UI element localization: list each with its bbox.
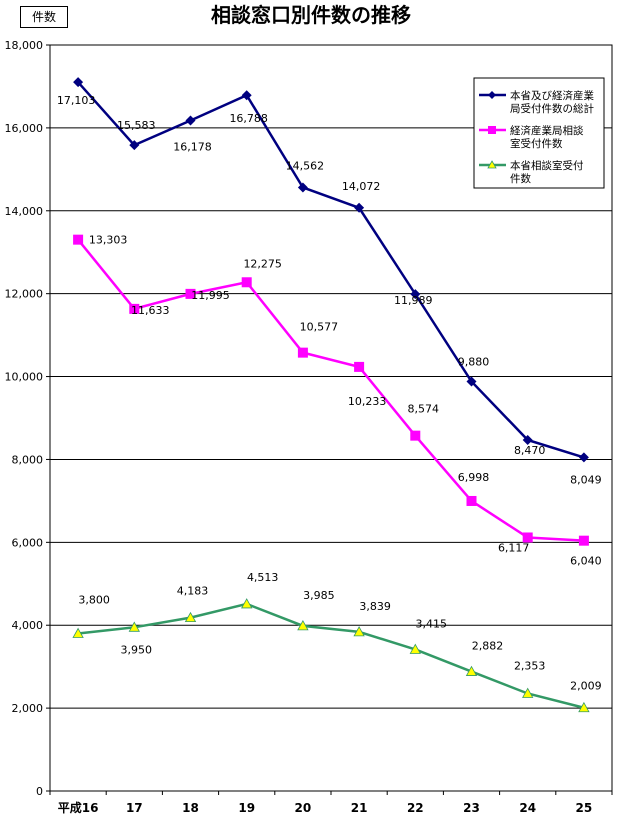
x-tick-label: 23 [463, 801, 480, 815]
legend-marker [488, 91, 496, 99]
data-point [354, 361, 365, 372]
y-tick-label: 2,000 [12, 702, 44, 715]
data-label: 16,788 [229, 112, 268, 125]
y-tick-label: 10,000 [5, 371, 44, 384]
data-label: 6,040 [570, 555, 602, 568]
data-label: 11,995 [191, 289, 230, 302]
data-point [353, 626, 365, 637]
y-tick-label: 0 [36, 785, 43, 798]
data-label: 4,513 [247, 571, 279, 584]
y-tick-label: 14,000 [5, 205, 44, 218]
y-tick-label: 4,000 [12, 619, 44, 632]
data-label: 13,303 [89, 234, 128, 247]
data-point [410, 430, 421, 441]
data-label: 3,839 [359, 600, 391, 613]
x-tick-label: 22 [407, 801, 424, 815]
data-point [522, 532, 533, 543]
series-line [77, 602, 585, 709]
data-label: 2,882 [472, 640, 504, 653]
data-label: 17,103 [57, 94, 96, 107]
x-tick-label: 17 [126, 801, 143, 815]
data-label: 11,989 [394, 294, 433, 307]
data-point [354, 202, 365, 213]
data-point [466, 376, 477, 387]
data-label: 3,950 [121, 643, 153, 656]
data-point [522, 434, 533, 445]
legend-label: 本省相談室受付 [510, 159, 584, 172]
data-point [73, 234, 84, 245]
series-line [77, 238, 584, 542]
data-point [297, 347, 308, 358]
data-point [72, 627, 84, 638]
legend-marker [487, 160, 497, 169]
series-line [77, 81, 585, 459]
data-point [297, 620, 309, 631]
data-point [578, 452, 589, 463]
data-label: 10,233 [348, 395, 387, 408]
data-label: 3,985 [303, 589, 335, 602]
data-label: 16,178 [173, 141, 212, 154]
x-tick-label: 19 [238, 801, 255, 815]
data-label: 8,574 [408, 403, 440, 416]
x-tick-label: 平成16 [58, 800, 99, 815]
data-label: 3,800 [78, 594, 110, 607]
x-tick-label: 18 [182, 801, 199, 815]
data-label: 8,049 [570, 473, 602, 486]
legend-label: 局受付件数の総計 [510, 102, 594, 115]
data-point [184, 611, 197, 623]
data-label: 14,562 [286, 159, 325, 172]
data-point [578, 701, 590, 713]
data-point [185, 115, 196, 126]
data-label: 6,998 [458, 471, 490, 484]
data-label: 2,009 [570, 680, 602, 693]
y-tick-label: 16,000 [5, 122, 44, 135]
data-label: 14,072 [342, 180, 381, 193]
data-label: 15,583 [117, 119, 156, 132]
data-label: 8,470 [514, 444, 546, 457]
data-label: 11,633 [131, 304, 170, 317]
data-point [465, 665, 478, 676]
data-label: 10,577 [300, 321, 339, 334]
data-label: 6,117 [498, 541, 530, 554]
legend-label: 件数 [510, 172, 531, 185]
data-point [241, 277, 252, 288]
data-point [128, 621, 140, 632]
data-label: 9,880 [458, 356, 490, 369]
data-point [297, 182, 308, 193]
data-label: 12,275 [243, 257, 282, 270]
data-label: 4,183 [177, 585, 209, 598]
data-point [185, 288, 196, 299]
data-point [241, 90, 252, 101]
data-point [522, 687, 534, 698]
y-tick-label: 12,000 [5, 288, 44, 301]
x-tick-label: 20 [295, 801, 312, 815]
y-tick-label: 8,000 [12, 453, 44, 466]
unit-label: 件数 [20, 6, 68, 28]
y-tick-label: 6,000 [12, 536, 44, 549]
x-tick-label: 24 [519, 801, 536, 815]
data-point [410, 289, 421, 300]
data-point [409, 643, 421, 654]
data-label: 2,353 [514, 659, 546, 672]
data-point [241, 598, 253, 609]
data-point [129, 140, 140, 151]
legend-label: 経済産業局相談 [510, 124, 584, 137]
data-point [466, 495, 477, 506]
legend-marker [488, 126, 496, 134]
legend-label: 本省及び経済産業 [510, 89, 594, 102]
data-label: 3,415 [416, 617, 448, 630]
legend-label: 室受付件数 [510, 137, 563, 150]
data-point [578, 535, 589, 546]
x-tick-label: 21 [351, 801, 368, 815]
data-point [129, 303, 140, 314]
chart-title: 相談窓口別件数の推移 [211, 3, 411, 27]
data-point [73, 77, 84, 88]
y-tick-label: 18,000 [5, 39, 44, 52]
x-tick-label: 25 [576, 801, 593, 815]
